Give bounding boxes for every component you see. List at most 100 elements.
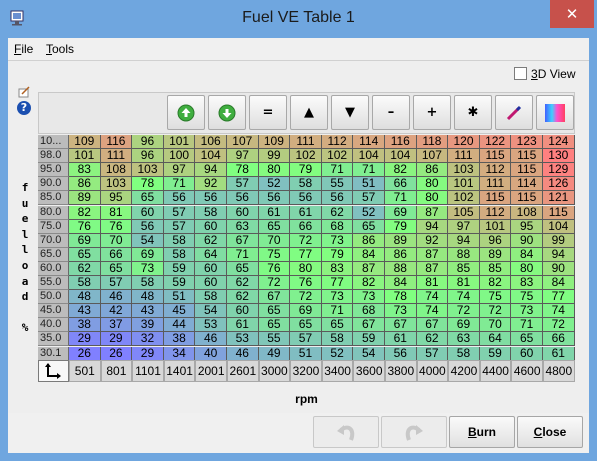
table-cell[interactable]: 114 bbox=[511, 177, 543, 192]
table-cell[interactable]: 56 bbox=[195, 191, 227, 206]
table-cell[interactable]: 53 bbox=[195, 318, 227, 333]
set-equal-button[interactable]: = bbox=[249, 95, 287, 130]
table-cell[interactable]: 59 bbox=[163, 261, 196, 276]
table-cell[interactable]: 73 bbox=[511, 304, 543, 319]
table-cell[interactable]: 83 bbox=[511, 275, 543, 291]
table-cell[interactable]: 92 bbox=[195, 177, 227, 192]
table-cell[interactable]: 80 bbox=[290, 261, 322, 276]
interpolate-button[interactable] bbox=[495, 95, 533, 130]
table-cell[interactable]: 129 bbox=[543, 163, 575, 178]
table-cell[interactable]: 56 bbox=[385, 346, 417, 361]
table-cell[interactable]: 56 bbox=[321, 191, 354, 206]
table-cell[interactable]: 112 bbox=[321, 134, 354, 150]
table-cell[interactable]: 114 bbox=[353, 134, 385, 150]
table-cell[interactable]: 49 bbox=[258, 346, 291, 361]
table-cell[interactable]: 57 bbox=[353, 191, 385, 206]
table-cell[interactable]: 101 bbox=[163, 134, 196, 150]
table-cell[interactable]: 90 bbox=[543, 261, 575, 276]
table-cell[interactable]: 95 bbox=[100, 191, 133, 206]
table-cell[interactable]: 44 bbox=[163, 318, 196, 333]
table-cell[interactable]: 95 bbox=[511, 219, 543, 234]
table-cell[interactable]: 65 bbox=[290, 318, 322, 333]
table-cell[interactable]: 66 bbox=[290, 219, 322, 234]
table-cell[interactable]: 67 bbox=[416, 318, 449, 333]
table-cell[interactable]: 104 bbox=[543, 219, 575, 234]
table-cell[interactable]: 58 bbox=[163, 247, 196, 262]
table-cell[interactable]: 43 bbox=[69, 304, 101, 319]
table-cell[interactable]: 104 bbox=[353, 149, 385, 164]
table-cell[interactable]: 59 bbox=[163, 275, 196, 291]
table-cell[interactable]: 45 bbox=[163, 304, 196, 319]
table-cell[interactable]: 84 bbox=[543, 275, 575, 291]
table-cell[interactable]: 58 bbox=[163, 233, 196, 248]
table-cell[interactable]: 94 bbox=[543, 247, 575, 262]
table-cell[interactable]: 65 bbox=[227, 261, 259, 276]
table-cell[interactable]: 88 bbox=[385, 261, 417, 276]
decrease-button[interactable]: ▼ bbox=[331, 95, 369, 130]
table-cell[interactable]: 62 bbox=[416, 332, 449, 347]
table-cell[interactable]: 103 bbox=[132, 163, 164, 178]
table-cell[interactable]: 46 bbox=[195, 332, 227, 347]
table-cell[interactable]: 72 bbox=[290, 290, 322, 305]
table-cell[interactable]: 67 bbox=[258, 290, 291, 305]
table-cell[interactable]: 72 bbox=[290, 233, 322, 248]
add-button[interactable]: + bbox=[413, 95, 451, 130]
table-cell[interactable]: 99 bbox=[258, 149, 291, 164]
table-cell[interactable]: 87 bbox=[416, 247, 449, 262]
table-cell[interactable]: 58 bbox=[132, 275, 164, 291]
table-cell[interactable]: 106 bbox=[195, 134, 227, 150]
table-cell[interactable]: 101 bbox=[448, 177, 480, 192]
table-cell[interactable]: 29 bbox=[100, 332, 133, 347]
table-cell[interactable]: 79 bbox=[321, 247, 354, 262]
table-cell[interactable]: 89 bbox=[479, 247, 512, 262]
table-cell[interactable]: 65 bbox=[258, 318, 291, 333]
table-cell[interactable]: 89 bbox=[69, 191, 101, 206]
table-cell[interactable]: 38 bbox=[69, 318, 101, 333]
table-cell[interactable]: 101 bbox=[479, 219, 512, 234]
table-cell[interactable]: 116 bbox=[385, 134, 417, 150]
table-cell[interactable]: 73 bbox=[385, 304, 417, 319]
table-cell[interactable]: 76 bbox=[290, 275, 322, 291]
table-cell[interactable]: 56 bbox=[132, 219, 164, 234]
table-cell[interactable]: 108 bbox=[100, 163, 133, 178]
3d-view-label[interactable]: 3D View bbox=[531, 67, 576, 81]
table-cell[interactable]: 82 bbox=[353, 275, 385, 291]
table-cell[interactable]: 51 bbox=[163, 290, 196, 305]
table-cell[interactable]: 29 bbox=[69, 332, 101, 347]
table-cell[interactable]: 59 bbox=[479, 346, 512, 361]
table-cell[interactable]: 65 bbox=[100, 261, 133, 276]
table-cell[interactable]: 74 bbox=[543, 304, 575, 319]
table-cell[interactable]: 102 bbox=[321, 149, 354, 164]
table-cell[interactable]: 101 bbox=[69, 149, 101, 164]
table-cell[interactable]: 89 bbox=[385, 233, 417, 248]
table-cell[interactable]: 65 bbox=[69, 247, 101, 262]
burn-button[interactable]: Burn bbox=[449, 416, 515, 448]
table-cell[interactable]: 60 bbox=[227, 205, 259, 220]
table-cell[interactable]: 71 bbox=[227, 247, 259, 262]
table-cell[interactable]: 82 bbox=[69, 205, 101, 220]
table-cell[interactable]: 72 bbox=[543, 318, 575, 333]
multiply-button[interactable]: ✱ bbox=[454, 95, 492, 130]
table-cell[interactable]: 115 bbox=[511, 149, 543, 164]
table-cell[interactable]: 66 bbox=[385, 177, 417, 192]
table-cell[interactable]: 55 bbox=[258, 332, 291, 347]
menu-tools[interactable]: Tools bbox=[46, 42, 75, 56]
table-cell[interactable]: 108 bbox=[511, 205, 543, 220]
table-cell[interactable]: 78 bbox=[385, 290, 417, 305]
table-cell[interactable]: 62 bbox=[195, 233, 227, 248]
table-cell[interactable]: 68 bbox=[321, 219, 354, 234]
help-icon[interactable]: ? bbox=[17, 101, 31, 115]
table-cell[interactable]: 32 bbox=[132, 332, 164, 347]
table-cell[interactable]: 29 bbox=[132, 346, 164, 361]
table-cell[interactable]: 42 bbox=[100, 304, 133, 319]
table-cell[interactable]: 100 bbox=[163, 149, 196, 164]
table-cell[interactable]: 60 bbox=[195, 261, 227, 276]
table-cell[interactable]: 69 bbox=[290, 304, 322, 319]
table-cell[interactable]: 97 bbox=[448, 219, 480, 234]
table-cell[interactable]: 92 bbox=[416, 233, 449, 248]
table-cell[interactable]: 79 bbox=[385, 219, 417, 234]
3d-view-checkbox[interactable] bbox=[514, 67, 527, 80]
table-cell[interactable]: 109 bbox=[69, 134, 101, 150]
table-cell[interactable]: 48 bbox=[69, 290, 101, 305]
table-cell[interactable]: 103 bbox=[100, 177, 133, 192]
